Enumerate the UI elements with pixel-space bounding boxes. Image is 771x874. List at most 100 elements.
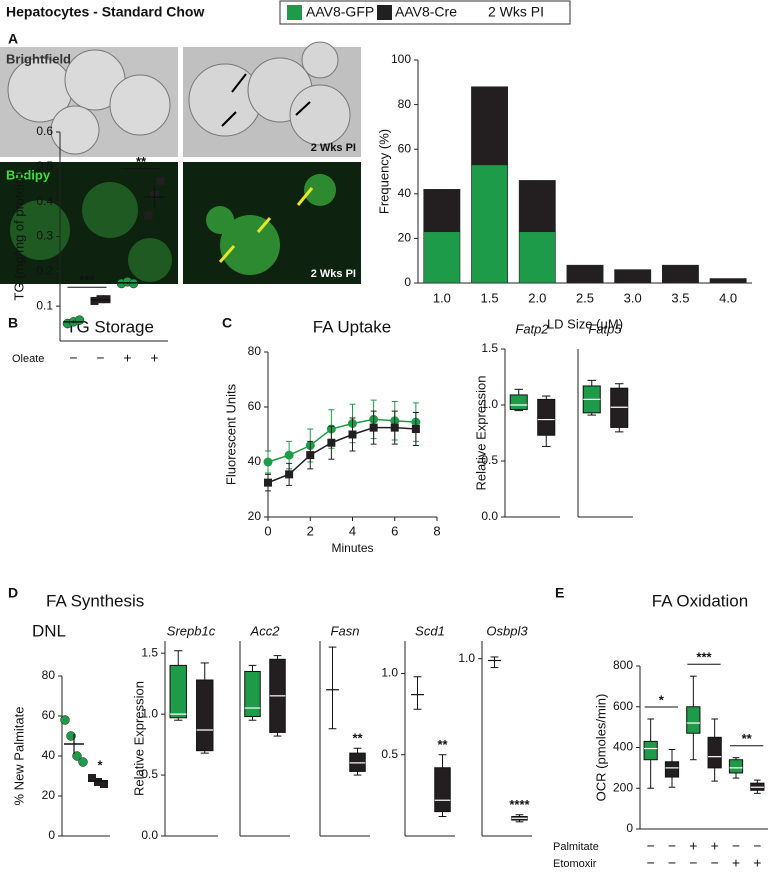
y-tick-label: 1.5 — [141, 645, 158, 659]
row-value: − — [689, 855, 697, 871]
x-tick-label: 3.5 — [671, 290, 689, 305]
legend-swatch — [287, 5, 302, 20]
y-axis-label: TG (mg/mg of protein) — [11, 173, 26, 301]
bar-segment — [566, 264, 604, 284]
box — [707, 736, 722, 769]
y-tick-label: 1.0 — [141, 706, 158, 720]
y-tick-label: 20 — [398, 231, 412, 245]
y-tick-label: 0.5 — [141, 767, 158, 781]
box — [196, 679, 214, 752]
chart-title: Fatp5 — [588, 321, 622, 336]
data-point — [390, 423, 399, 432]
chart-title: Acc2 — [250, 623, 281, 638]
image-label: Brightfield — [6, 51, 71, 66]
bar-segment — [518, 231, 556, 284]
row-value: + — [123, 350, 131, 366]
x-tick-label: 0 — [264, 523, 271, 538]
y-tick-label: 0 — [626, 821, 633, 835]
box — [537, 398, 556, 436]
data-point — [144, 211, 153, 220]
significance-label: ** — [352, 731, 363, 746]
legend-note: 2 Wks PI — [488, 4, 544, 20]
data-point — [60, 715, 70, 725]
row-value: + — [753, 855, 761, 871]
y-tick-label: 0.5 — [481, 453, 498, 467]
section-title: FA Synthesis — [46, 591, 144, 610]
x-tick-label: 2.5 — [576, 290, 594, 305]
significance-label: ** — [136, 154, 147, 169]
x-tick-label: 6 — [391, 523, 398, 538]
y-tick-label: 800 — [613, 658, 633, 672]
chart-title: Fatp2 — [515, 321, 549, 336]
chart-title: FA Oxidation — [652, 591, 748, 610]
data-point — [285, 470, 294, 479]
box — [169, 664, 187, 719]
chart-title: Fasn — [331, 623, 360, 638]
row-label: Etomoxir — [553, 858, 597, 870]
y-tick-label: 0.0 — [141, 828, 158, 842]
box — [664, 761, 680, 778]
row-value: − — [711, 855, 719, 871]
row-value: + — [689, 838, 697, 854]
y-tick-label: 0.2 — [36, 264, 53, 278]
box — [643, 740, 658, 761]
box — [509, 394, 528, 410]
y-tick-label: 100 — [391, 52, 411, 66]
y-tick-label: 80 — [42, 668, 56, 682]
panel-letter: B — [8, 315, 18, 331]
chart-title: DNL — [32, 621, 66, 640]
data-point — [284, 450, 294, 460]
row-value: − — [647, 855, 655, 871]
box — [686, 706, 701, 734]
chart-title: FA Uptake — [313, 317, 391, 336]
panel-letter: D — [8, 585, 18, 601]
data-point — [78, 757, 88, 767]
x-tick-label: 2 — [307, 523, 314, 538]
image-label: Bodipy — [6, 167, 51, 182]
data-point — [306, 451, 315, 460]
bar-segment — [661, 264, 699, 284]
legend-label: AAV8-Cre — [395, 4, 457, 20]
x-tick-label: 8 — [433, 523, 440, 538]
legend-label: AAV8-GFP — [306, 4, 374, 20]
panel-letter: C — [222, 315, 232, 331]
chart-title: Scd1 — [415, 623, 445, 638]
significance-label: **** — [509, 797, 530, 812]
x-tick-label: 4 — [349, 523, 356, 538]
y-tick-label: 60 — [42, 708, 56, 722]
row-value: + — [150, 350, 158, 366]
x-axis-label: LD Size (μM) — [547, 316, 623, 331]
y-tick-label: 600 — [613, 699, 633, 713]
bar-segment — [423, 231, 461, 284]
y-axis-label: Fluorescent Units — [223, 383, 238, 485]
y-tick-label: 0.0 — [481, 509, 498, 523]
data-point — [74, 315, 85, 325]
x-tick-label: 4.0 — [719, 290, 737, 305]
panel-letter: E — [555, 585, 564, 601]
x-tick-label: 1.0 — [433, 290, 451, 305]
row-value: − — [668, 855, 676, 871]
y-tick-label: 0.5 — [36, 159, 53, 173]
x-axis-label: Minutes — [331, 541, 373, 555]
data-point — [263, 457, 273, 467]
y-tick-label: 20 — [248, 509, 262, 523]
data-point — [66, 731, 76, 741]
row-value: + — [732, 855, 740, 871]
row-value: − — [753, 838, 761, 854]
y-tick-label: 40 — [398, 186, 412, 200]
chart-title: Srepb1c — [167, 623, 216, 638]
y-axis-label: % New Palmitate — [11, 707, 26, 806]
box — [728, 759, 744, 774]
data-point — [72, 751, 82, 761]
y-tick-label: 20 — [42, 788, 56, 802]
bar-segment — [423, 189, 461, 233]
row-value: − — [96, 350, 104, 366]
image-time-label: 2 Wks PI — [311, 268, 356, 280]
y-tick-label: 60 — [248, 399, 262, 413]
data-point — [156, 176, 165, 185]
x-tick-label: 1.5 — [481, 290, 499, 305]
y-tick-label: 0.1 — [36, 298, 53, 312]
row-value: + — [711, 838, 719, 854]
bar-segment — [471, 86, 509, 166]
micrographs: Brightfield Bodipy 2 Wks PI 2 Wks PI — [0, 41, 361, 284]
